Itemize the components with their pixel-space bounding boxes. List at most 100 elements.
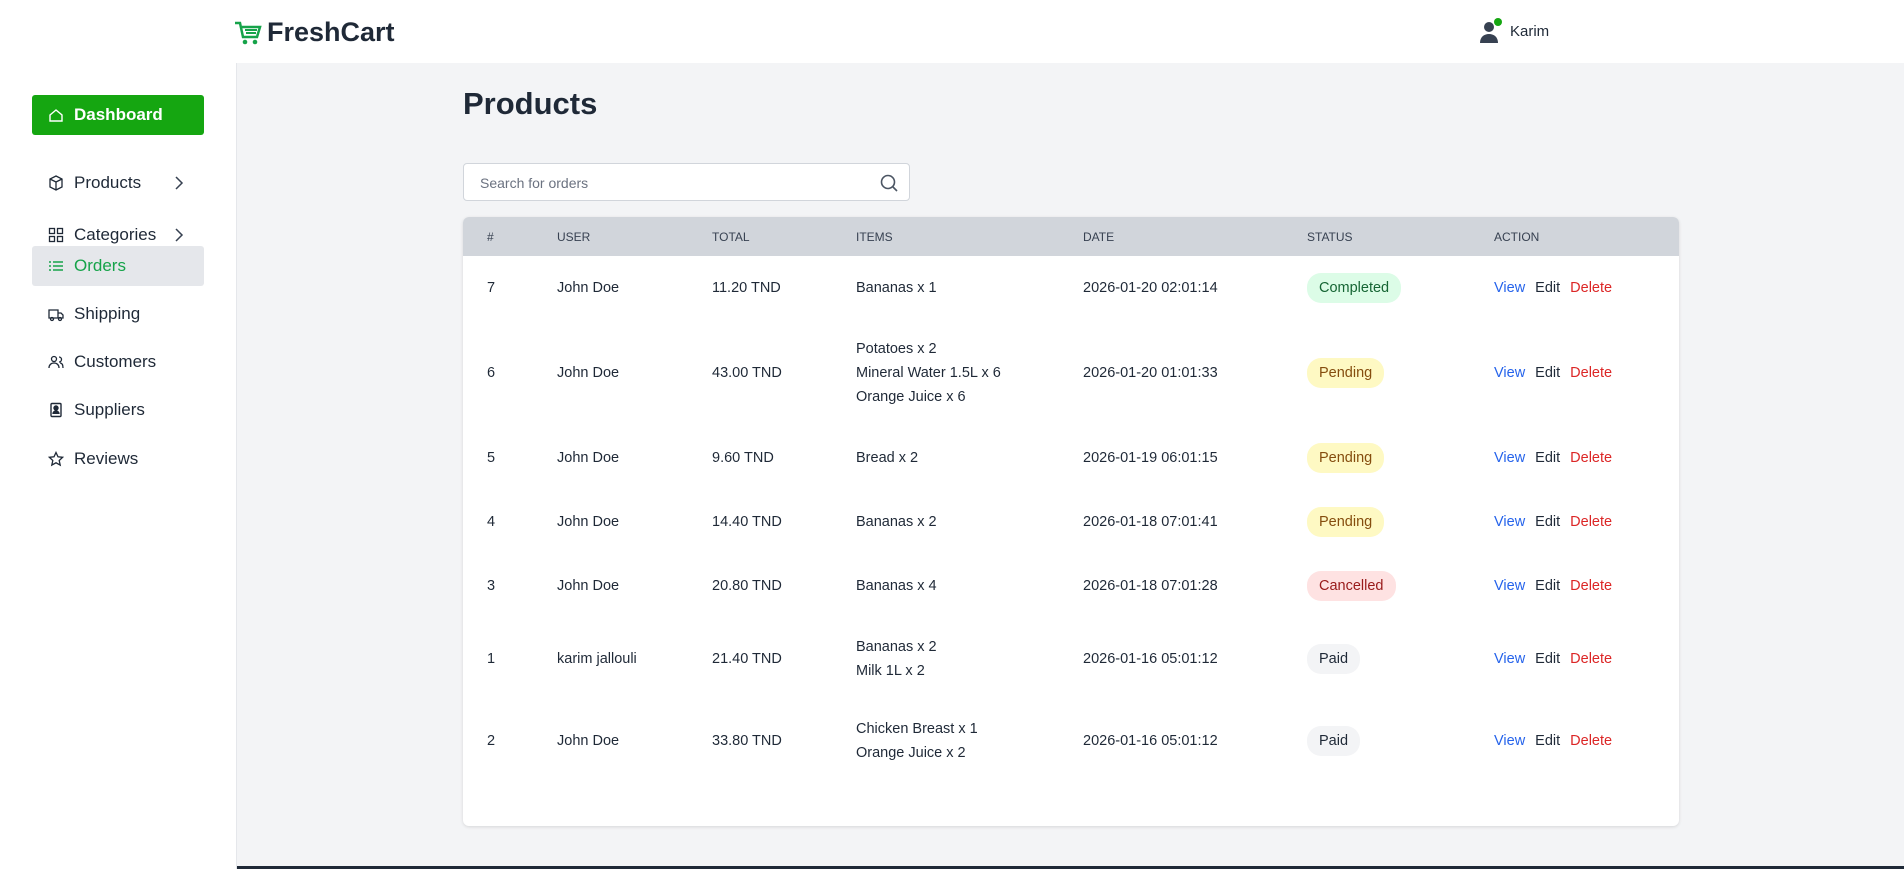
brand[interactable]: FreshCart: [233, 17, 395, 48]
order-id: 6: [487, 365, 496, 381]
actions: View Edit Delete: [1494, 729, 1679, 753]
action-link[interactable]: Edit: [1535, 280, 1561, 296]
orders-table: # USER TOTAL ITEMS DATE STATUS ACTION 7 John Do…: [463, 217, 1679, 826]
action-link[interactable]: Delete: [1570, 651, 1613, 667]
nav-item[interactable]: Shipping: [32, 294, 204, 334]
action-link[interactable]: View: [1494, 733, 1526, 749]
order-date: 2026-01-18 07:01:41: [1083, 514, 1218, 530]
nav-item[interactable]: Categories: [32, 215, 204, 255]
top-bar: FreshCart Karim: [0, 0, 1904, 63]
order-date: 2026-01-18 07:01:28: [1083, 578, 1218, 594]
action-link[interactable]: Delete: [1570, 578, 1613, 594]
nav-item[interactable]: Reviews: [32, 439, 204, 479]
action-link[interactable]: Edit: [1535, 365, 1561, 381]
action-link[interactable]: Edit: [1535, 578, 1561, 594]
nav-icon: [49, 109, 63, 122]
search-input[interactable]: Search for orders: [463, 163, 910, 201]
column-header: TOTAL: [712, 229, 750, 244]
order-item: Bananas x 4: [856, 578, 937, 594]
action-link[interactable]: View: [1494, 450, 1526, 466]
table-row: 7 John Doe 11.20 TND Bananas x 1 2026-01-20 …: [463, 256, 1679, 320]
order-user: John Doe: [557, 450, 620, 466]
order-item: Orange Juice x 6: [856, 389, 966, 405]
order-id: 1: [487, 651, 496, 667]
order-date: 2026-01-19 06:01:15: [1083, 450, 1218, 466]
user-menu[interactable]: Karim: [1478, 18, 1549, 44]
nav-icon: [48, 309, 64, 322]
order-id: 5: [487, 450, 496, 466]
nav-label: Orders: [74, 256, 126, 275]
action-link[interactable]: Edit: [1535, 514, 1561, 530]
nav-label: Shipping: [74, 304, 141, 323]
order-item: Milk 1L x 2: [856, 663, 925, 679]
order-total: 43.00 TND: [712, 365, 782, 381]
order-total: 11.20 TND: [712, 280, 781, 296]
table-row: 1 karim jallouli 21.40 TND Bananas x 2 Milk …: [463, 618, 1679, 700]
column-header: ACTION: [1494, 229, 1540, 244]
cart-icon: [235, 21, 262, 44]
column-header: #: [487, 229, 494, 244]
table-row: 3 John Doe 20.80 TND Bananas x 4 2026-01-18 …: [463, 554, 1679, 618]
sidebar: Dashboard Products Categories Orders Shippin…: [0, 63, 237, 869]
nav-label: Suppliers: [74, 400, 145, 419]
order-item: Bread x 2: [856, 450, 919, 466]
action-link[interactable]: View: [1494, 514, 1526, 530]
nav-item[interactable]: Customers: [32, 342, 204, 382]
order-date: 2026-01-16 05:01:12: [1083, 651, 1218, 667]
action-link[interactable]: Delete: [1570, 450, 1613, 466]
chevron: [175, 228, 184, 242]
status-badge: Pending: [1307, 443, 1385, 473]
table-row: 5 John Doe 9.60 TND Bread x 2 2026-01-19 06:…: [463, 426, 1679, 490]
order-items: Bananas x 2: [856, 510, 1083, 534]
action-link[interactable]: View: [1494, 365, 1526, 381]
status-cell: Paid: [1307, 726, 1494, 756]
column-header: DATE: [1083, 229, 1115, 244]
nav-icon: [48, 355, 64, 369]
action-link[interactable]: View: [1494, 651, 1526, 667]
order-items: Potatoes x 2 Mineral Water 1.5L x 6 Orange…: [856, 337, 1083, 409]
nav-item[interactable]: Dashboard: [32, 95, 204, 135]
table-row: 6 John Doe 43.00 TND Potatoes x 2 Mineral Wa…: [463, 320, 1679, 426]
action-link[interactable]: View: [1494, 280, 1526, 296]
page-title: Products: [463, 86, 598, 121]
status-cell: Pending: [1307, 507, 1494, 537]
nav-item[interactable]: Orders: [32, 246, 204, 286]
table-row: 2 John Doe 33.80 TND Chicken Breast x 1 Oran…: [463, 700, 1679, 782]
action-link[interactable]: Edit: [1535, 733, 1561, 749]
status-badge: Pending: [1307, 358, 1385, 388]
actions: View Edit Delete: [1494, 647, 1679, 671]
action-link[interactable]: Delete: [1570, 514, 1613, 530]
order-item: Chicken Breast x 1: [856, 721, 978, 737]
search-icon: [880, 174, 898, 192]
action-link[interactable]: View: [1494, 578, 1526, 594]
order-total: 33.80 TND: [712, 733, 782, 749]
order-items: Bananas x 1: [856, 276, 1083, 300]
order-total: 9.60 TND: [712, 450, 774, 466]
table-body: 7 John Doe 11.20 TND Bananas x 1 2026-01-20 …: [463, 256, 1679, 782]
search-placeholder: Search for orders: [480, 175, 589, 191]
actions: View Edit Delete: [1494, 574, 1679, 598]
actions: View Edit Delete: [1494, 276, 1679, 300]
nav-icon: [49, 175, 63, 191]
action-link[interactable]: Delete: [1570, 733, 1613, 749]
status-cell: Cancelled: [1307, 571, 1494, 601]
order-user: John Doe: [557, 578, 620, 594]
order-item: Orange Juice x 2: [856, 745, 966, 761]
action-link[interactable]: Edit: [1535, 651, 1561, 667]
order-date: 2026-01-20 02:01:14: [1083, 280, 1218, 296]
nav-item[interactable]: Products: [32, 163, 204, 203]
status-badge: Cancelled: [1307, 571, 1396, 601]
nav-label: Reviews: [74, 449, 139, 468]
chevron: [175, 176, 184, 190]
order-items: Bread x 2: [856, 446, 1083, 470]
order-item: Potatoes x 2: [856, 341, 937, 357]
action-link[interactable]: Delete: [1570, 365, 1613, 381]
nav-item[interactable]: Suppliers: [32, 390, 204, 430]
action-link[interactable]: Edit: [1535, 450, 1561, 466]
nav-label: Categories: [74, 225, 157, 244]
order-items: Bananas x 2 Milk 1L x 2: [856, 635, 1083, 683]
order-date: 2026-01-16 05:01:12: [1083, 733, 1218, 749]
status-badge: Pending: [1307, 507, 1385, 537]
action-link[interactable]: Delete: [1570, 280, 1613, 296]
